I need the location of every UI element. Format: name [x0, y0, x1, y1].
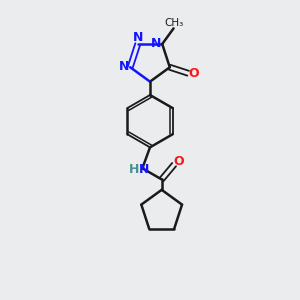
Text: N: N — [118, 60, 129, 73]
Text: H: H — [129, 163, 139, 176]
Text: N: N — [139, 163, 149, 176]
Text: CH₃: CH₃ — [165, 18, 184, 28]
Text: N: N — [133, 31, 143, 44]
Text: N: N — [151, 37, 161, 50]
Text: O: O — [173, 155, 184, 168]
Text: O: O — [188, 67, 199, 80]
